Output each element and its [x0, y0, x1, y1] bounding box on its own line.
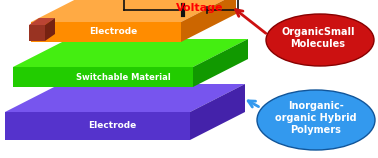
Polygon shape — [31, 0, 236, 22]
Text: Switchable Material: Switchable Material — [76, 73, 170, 82]
Ellipse shape — [266, 14, 374, 66]
Polygon shape — [45, 18, 55, 41]
Text: Electrode: Electrode — [88, 122, 136, 131]
Polygon shape — [29, 18, 55, 25]
Text: OrganicSmall
Molecules: OrganicSmall Molecules — [281, 27, 355, 49]
Polygon shape — [181, 0, 236, 42]
Polygon shape — [31, 22, 181, 42]
Text: Inorganic-
organic Hybrid
Polymers: Inorganic- organic Hybrid Polymers — [275, 101, 357, 135]
Polygon shape — [190, 84, 245, 140]
Ellipse shape — [257, 90, 375, 150]
Polygon shape — [29, 25, 45, 41]
Text: Voltage: Voltage — [176, 3, 224, 13]
Polygon shape — [193, 39, 248, 87]
Text: Electrode: Electrode — [89, 27, 138, 36]
Polygon shape — [13, 39, 248, 67]
Polygon shape — [5, 84, 245, 112]
Polygon shape — [5, 112, 190, 140]
Polygon shape — [13, 67, 193, 87]
